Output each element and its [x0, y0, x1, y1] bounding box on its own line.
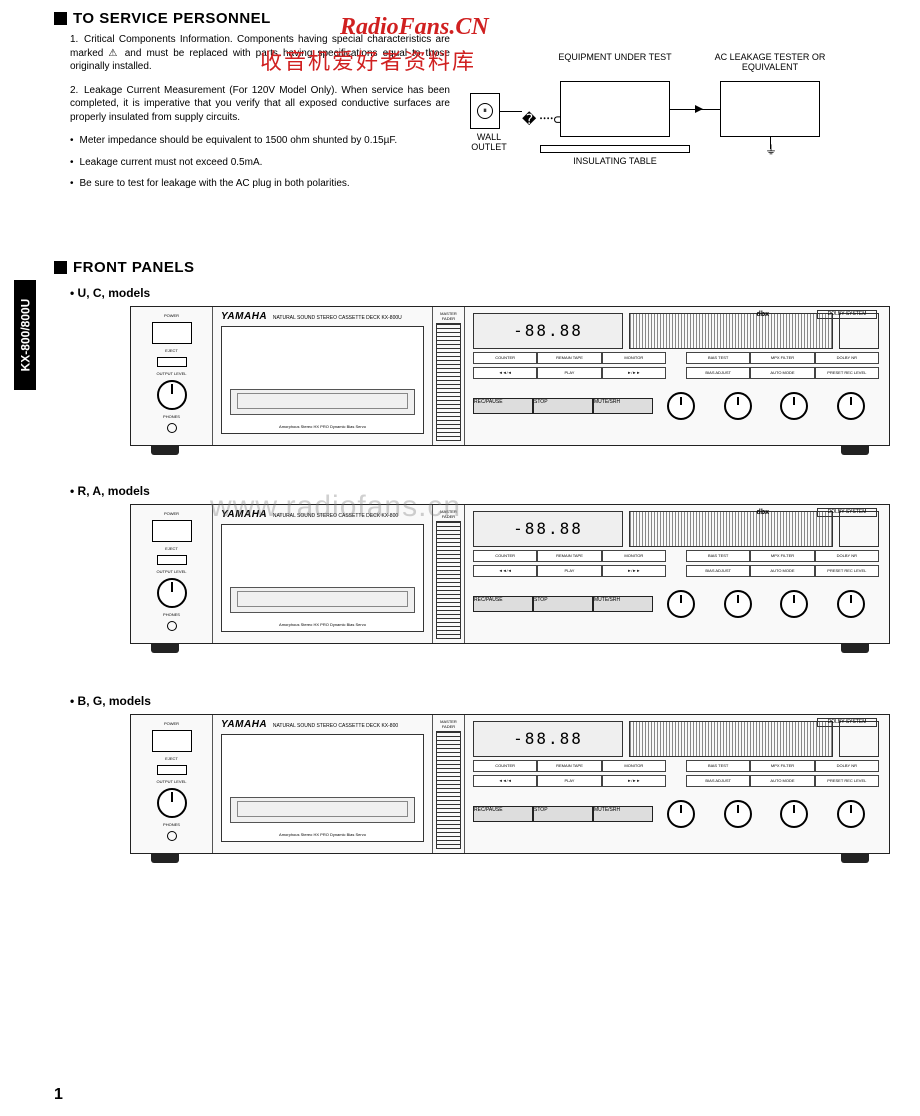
power-button [152, 322, 192, 344]
panel-ra: dbx DOLBY SYSTEM POWER EJECT OUTPUT LEVE… [130, 504, 890, 644]
cassette-door: Amorphous Stereo HX PRO Dynamic Bias Ser… [221, 326, 424, 434]
watermark-gray-url: www.radiofans.cn [210, 490, 461, 524]
counter-display: -88.88 [473, 313, 623, 349]
eject-button [157, 357, 187, 367]
label-bg-models: B, G, models [70, 694, 890, 708]
page-number: 1 [54, 1086, 63, 1104]
knob-1 [667, 392, 695, 420]
vu-meter [629, 313, 833, 349]
phones-jack [167, 423, 177, 433]
output-level-knob [157, 380, 187, 410]
watermark-red-cn: 收音机爱好者资料库 [260, 44, 476, 76]
heading-front-panels: FRONT PANELS [54, 259, 890, 276]
panel-uc: dbx DOLBY SYSTEM POWER EJECT OUTPUT LEVE… [130, 306, 890, 446]
panel-bg: DOLBY SYSTEM POWER EJECT OUTPUT LEVEL PH… [130, 714, 890, 854]
label-ra-models: R, A, models [70, 484, 890, 498]
knob-3 [780, 392, 808, 420]
label-uc-models: U, C, models [70, 286, 890, 300]
watermark-red-url: RadioFans.CN [340, 14, 489, 41]
side-model-tab: KX-800/800U [14, 280, 36, 390]
knob-2 [724, 392, 752, 420]
leakage-diagram: EQUIPMENT UNDER TEST AC LEAKAGE TESTER O… [450, 33, 890, 199]
knob-4 [837, 392, 865, 420]
